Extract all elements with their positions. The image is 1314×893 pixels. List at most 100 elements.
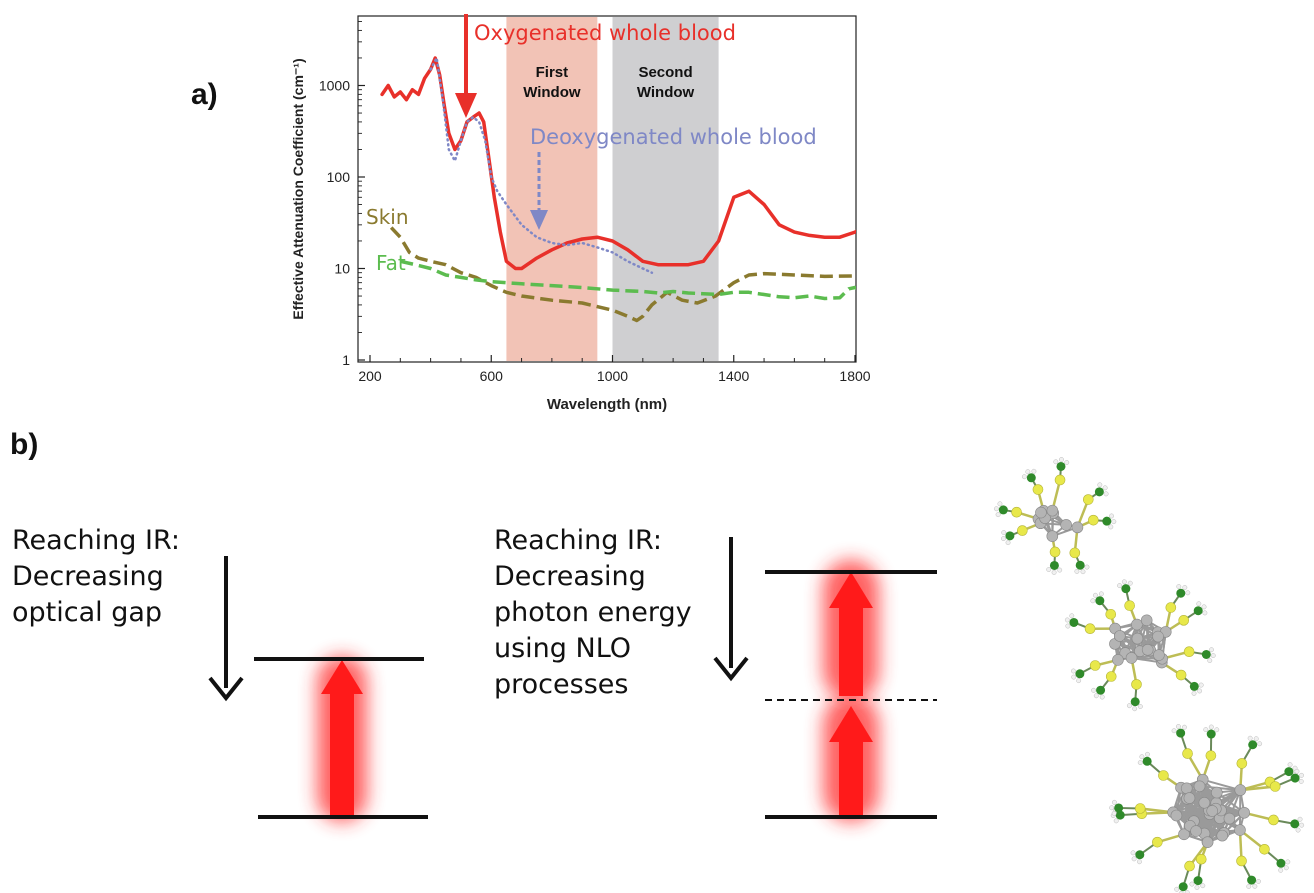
- metal-atom: [1112, 654, 1124, 666]
- direction-arrow-head: [713, 656, 749, 682]
- hydrogen-atom: [1108, 524, 1114, 530]
- x-tick-label: 200: [358, 368, 382, 384]
- gold-cluster-large: [1109, 724, 1305, 893]
- metal-atom: [1183, 792, 1196, 804]
- hydrogen-atom: [1182, 724, 1187, 730]
- x-tick-label: 1000: [597, 368, 628, 384]
- hydrogen-atom: [1207, 658, 1213, 664]
- sulfur-atom: [1017, 525, 1028, 536]
- series-line: [389, 226, 856, 323]
- hydrogen-atom: [1297, 816, 1303, 822]
- hydrogen-atom: [1252, 883, 1258, 889]
- sulfur-atom: [1105, 608, 1117, 620]
- metal-atom: [1153, 649, 1165, 661]
- caption-line: photon energy: [494, 597, 692, 628]
- hydrogen-atom: [1071, 674, 1077, 680]
- y-tick-label: 1: [342, 352, 350, 368]
- hydrogen-atom: [1198, 682, 1204, 688]
- sulfur-atom: [1054, 474, 1066, 486]
- metal-bond: [1202, 778, 1241, 792]
- sulfur-atom: [1259, 843, 1270, 855]
- sulfur-atom: [1105, 671, 1117, 682]
- hydrogen-atom: [1001, 530, 1007, 535]
- sulfur-atom: [1011, 506, 1022, 518]
- oxygenated-arrow-head: [455, 93, 477, 118]
- carbon-atom: [1247, 875, 1257, 885]
- sulfur-atom: [1131, 679, 1142, 690]
- excitation-arrow-head: [321, 660, 363, 694]
- window-label: Second: [638, 64, 692, 81]
- hydrogen-atom: [1084, 564, 1090, 570]
- hydrogen-atom: [1194, 885, 1200, 890]
- hydrogen-atom: [1137, 704, 1143, 709]
- sulfur-atom: [1236, 855, 1247, 867]
- hydrogen-atom: [1185, 590, 1191, 596]
- hydrogen-atom: [1175, 724, 1181, 729]
- carbon-atom: [1193, 606, 1203, 616]
- carbon-atom: [1115, 810, 1125, 820]
- gold-cluster-medium: [1064, 579, 1216, 712]
- carbon-atom: [1176, 588, 1186, 598]
- carbon-atom: [1276, 858, 1286, 868]
- hydrogen-atom: [1064, 460, 1070, 465]
- sulfur-atom: [1152, 836, 1163, 848]
- sulfur-atom: [1182, 748, 1193, 759]
- carbon-atom: [1176, 728, 1186, 738]
- energy-diagram-two-photon: [713, 537, 937, 822]
- carbon-atom: [1290, 819, 1300, 829]
- hydrogen-atom: [1285, 859, 1291, 865]
- window-label: Window: [523, 84, 581, 101]
- carbon-atom: [1284, 767, 1294, 777]
- hydrogen-atom: [1200, 883, 1206, 889]
- hydrogen-atom: [1294, 768, 1300, 774]
- metal-atom: [1046, 530, 1059, 542]
- hydrogen-atom: [1121, 579, 1127, 585]
- carbon-atom: [1135, 850, 1145, 860]
- caption-line: Reaching IR:: [494, 525, 662, 556]
- hydrogen-atom: [1109, 513, 1115, 519]
- hydrogen-atom: [1197, 688, 1203, 694]
- excitation-arrow-shaft: [330, 692, 354, 816]
- metal-atom: [1140, 614, 1153, 627]
- hydrogen-atom: [1299, 772, 1304, 778]
- x-tick-label: 600: [480, 368, 504, 384]
- panel-label-a: a): [191, 78, 218, 111]
- hydrogen-atom: [1117, 583, 1123, 589]
- series-line: [429, 56, 654, 274]
- metal-atom: [1046, 504, 1059, 517]
- caption-decreasing-photon-energy: Reaching IR: Decreasing photon energy us…: [494, 523, 692, 703]
- y-tick-label: 1000: [319, 78, 350, 94]
- caption-line: Reaching IR:: [12, 525, 180, 556]
- hydrogen-atom: [1070, 668, 1076, 674]
- hydrogen-atom: [1171, 728, 1177, 734]
- carbon-atom: [1121, 584, 1131, 594]
- metal-atom: [1131, 632, 1144, 645]
- photon-one-arrow-shaft: [839, 740, 863, 816]
- sulfur-atom: [1165, 602, 1177, 613]
- hydrogen-atom: [1191, 690, 1197, 696]
- metal-atom: [1152, 630, 1164, 643]
- metal-atom: [1180, 782, 1193, 795]
- hydrogen-atom: [1074, 568, 1080, 574]
- hydrogen-atom: [1176, 584, 1182, 589]
- hydrogen-atom: [1025, 469, 1031, 475]
- hydrogen-atom: [1111, 519, 1117, 525]
- metal-atom: [1170, 809, 1183, 822]
- energy-diagram-single-photon: [208, 556, 428, 822]
- y-axis-label: Effective Attenuation Coefficient (cm⁻¹): [290, 58, 306, 319]
- hydrogen-atom: [1208, 724, 1214, 730]
- hydrogen-atom: [1031, 468, 1037, 474]
- hydrogen-atom: [1295, 827, 1301, 833]
- metal-atom: [1211, 786, 1223, 799]
- metal-atom: [1223, 812, 1236, 825]
- metal-atom: [1125, 652, 1138, 664]
- hydrogen-atom: [1098, 591, 1104, 597]
- metal-atom: [1131, 618, 1143, 631]
- x-tick-label: 1800: [839, 368, 870, 384]
- axes-group: 200 600 1000 1400 1800 1 10 100 1000: [319, 21, 871, 384]
- x-tick-label: 1400: [718, 368, 749, 384]
- sulfur-atom: [1268, 814, 1279, 826]
- carbon-atom: [1142, 756, 1152, 766]
- annotation-skin: Skin: [366, 205, 409, 229]
